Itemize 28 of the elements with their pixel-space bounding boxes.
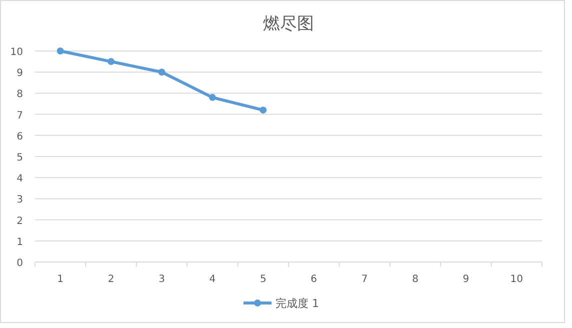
chart-title: 燃尽图 xyxy=(263,14,314,34)
x-tick-label: 10 xyxy=(510,274,524,285)
y-tick-label: 0 xyxy=(16,258,23,269)
point xyxy=(208,94,216,101)
y-tick-label: 6 xyxy=(16,131,23,142)
point xyxy=(260,106,267,114)
point xyxy=(56,48,64,54)
x-tick-label: 5 xyxy=(260,274,266,285)
y-tick-label: 8 xyxy=(16,89,23,100)
point xyxy=(158,68,166,76)
y-tick-label: 7 xyxy=(16,110,23,122)
y-tick-label: 3 xyxy=(16,194,23,206)
y-tick-label: 5 xyxy=(16,152,23,164)
y-tick-label: 9 xyxy=(16,68,23,80)
point xyxy=(108,58,115,66)
x-tick-label: 3 xyxy=(158,274,165,285)
legend-label: 完成度 1 xyxy=(276,297,319,310)
y-tick-label: 1 xyxy=(16,236,23,248)
x-tick-label: 8 xyxy=(412,274,418,285)
x-tick-label: 9 xyxy=(462,274,470,285)
x-tick-label: 1 xyxy=(57,274,64,285)
y-tick-label: 2 xyxy=(16,216,23,227)
y-tick-label: 10 xyxy=(10,47,23,58)
x-tick-label: 6 xyxy=(310,274,318,285)
x-tick-label: 4 xyxy=(209,274,216,285)
y-tick-label: 4 xyxy=(16,174,23,185)
x-tick-label: 2 xyxy=(108,274,114,285)
x-tick-label: 7 xyxy=(361,274,368,285)
